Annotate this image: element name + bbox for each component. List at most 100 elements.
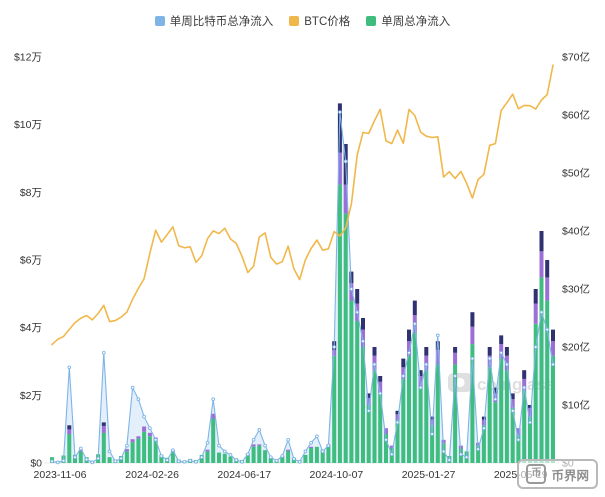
legend-item-0[interactable]: 单周比特币总净流入 — [154, 13, 273, 29]
btc-flow-marker — [90, 460, 95, 465]
btc-flow-marker — [395, 420, 400, 425]
btc-flow-marker — [211, 397, 216, 402]
btc-flow-marker — [228, 453, 233, 457]
btc-flow-marker — [493, 397, 498, 402]
btc-flow-marker — [470, 356, 475, 361]
btc-flow-marker — [274, 458, 279, 463]
bar-navy-segment — [493, 387, 498, 394]
left-axis-tick: $12万 — [14, 52, 42, 64]
btc-flow-marker — [533, 345, 538, 349]
btc-flow-marker — [315, 434, 319, 439]
bar-navy-segment — [522, 370, 527, 379]
bar-green-segment — [303, 454, 308, 463]
bar-purple-segment — [384, 428, 388, 434]
btc-flow-marker — [459, 452, 463, 457]
bar-navy-segment — [407, 329, 411, 342]
bar-purple-segment — [124, 449, 129, 452]
x-axis-tick: 2023-11-06 — [34, 469, 87, 481]
bar-purple-segment — [539, 251, 544, 278]
bar-green-segment — [78, 451, 83, 463]
legend-swatch — [366, 16, 377, 26]
bar-purple-segment — [378, 381, 383, 394]
bar-green-segment — [378, 393, 383, 463]
bar-green-segment — [424, 370, 429, 463]
bar-purple-segment — [407, 341, 411, 356]
bar-purple-segment — [78, 449, 83, 452]
bar-navy-segment — [539, 231, 544, 252]
bar-purple-segment — [470, 326, 475, 345]
left-axis-tick: $8万 — [20, 187, 42, 199]
left-axis-tick: $0 — [30, 458, 42, 470]
bar-purple-segment — [205, 449, 210, 452]
bar-green-segment — [476, 445, 481, 463]
legend-item-1[interactable]: BTC价格 — [289, 13, 350, 29]
bar-green-segment — [153, 441, 158, 463]
btc-flow-marker — [412, 321, 417, 326]
bar-green-segment — [545, 300, 550, 463]
bar-green-segment — [487, 367, 492, 463]
bar-green-segment — [401, 378, 406, 463]
btc-flow-marker — [516, 437, 521, 442]
bar-purple-segment — [309, 446, 314, 448]
btc-flow-marker — [418, 385, 423, 390]
bar-green-segment — [124, 451, 129, 463]
bar-green-segment — [205, 451, 210, 463]
btc-flow-marker — [441, 449, 446, 454]
btc-flow-marker — [539, 310, 544, 315]
bar-purple-segment — [361, 329, 365, 347]
legend-swatch — [154, 16, 165, 26]
bar-purple-segment — [101, 425, 106, 433]
btc-flow-marker — [303, 449, 308, 454]
right-axis-tick: $30亿 — [562, 283, 590, 296]
bar-green-segment — [245, 453, 250, 463]
bar-purple-segment — [142, 426, 147, 432]
bar-green-segment — [217, 452, 221, 463]
bar-navy-segment — [481, 416, 486, 420]
btc-flow-marker — [551, 362, 555, 367]
bar-green-segment — [355, 320, 360, 463]
left-axis-tick: $6万 — [20, 255, 42, 267]
bar-green-segment — [286, 450, 291, 463]
bar-green-segment — [499, 358, 504, 463]
btc-flow-marker — [447, 458, 452, 462]
legend-label: BTC价格 — [304, 16, 351, 28]
btc-flow-marker — [326, 443, 331, 448]
bar-green-segment — [320, 449, 325, 463]
bar-green-segment — [136, 438, 141, 463]
bijie-logo: 币 币界网 — [517, 459, 598, 489]
bar-purple-segment — [343, 184, 348, 214]
btc-flow-marker — [407, 350, 411, 355]
bar-green-segment — [504, 370, 509, 463]
btc-flow-marker — [384, 437, 388, 442]
bar-navy-segment — [499, 335, 504, 345]
btc-flow-marker — [142, 414, 146, 419]
bar-purple-segment — [528, 407, 532, 417]
bar-purple-segment — [349, 283, 354, 301]
bar-navy-segment — [412, 300, 417, 316]
btc-flow-marker — [50, 459, 54, 464]
btc-flow-line — [51, 112, 554, 464]
bar-green-segment — [372, 370, 377, 463]
btc-flow-marker — [263, 443, 267, 448]
bar-green-segment — [309, 447, 314, 463]
bar-purple-segment — [211, 413, 216, 419]
btc-flow-marker — [176, 459, 181, 464]
bar-green-segment — [211, 418, 216, 463]
legend-item-2[interactable]: 单周总净流入 — [366, 13, 450, 29]
bar-green-segment — [533, 323, 538, 463]
right-axis-tick: $20亿 — [562, 341, 590, 354]
bar-green-segment — [412, 332, 417, 463]
btc-flow-marker — [361, 339, 365, 344]
bar-purple-segment — [130, 439, 135, 443]
btc-flow-marker — [482, 426, 486, 431]
x-axis-tick: 2024-10-07 — [310, 469, 364, 481]
bar-purple-segment — [545, 277, 550, 301]
bar-green-segment — [332, 355, 337, 463]
btc-flow-marker — [78, 446, 83, 451]
bar-purple-segment — [430, 419, 435, 426]
btc-flow-marker — [464, 455, 469, 460]
bar-purple-segment — [286, 449, 291, 451]
bar-green-segment — [481, 425, 486, 463]
btc-flow-marker — [309, 440, 313, 445]
